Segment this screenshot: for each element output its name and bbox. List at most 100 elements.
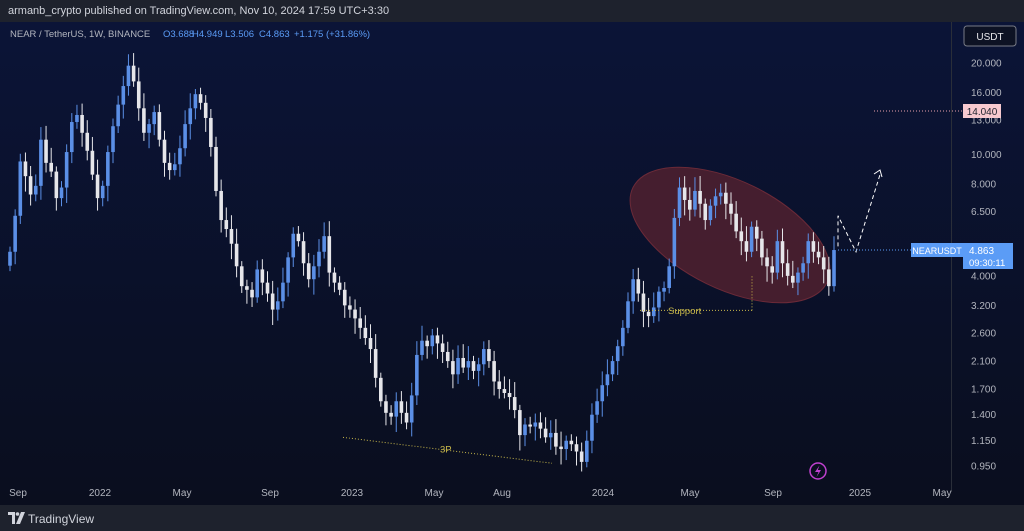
candle-body xyxy=(585,440,589,462)
candle-body xyxy=(322,236,326,252)
candle-body xyxy=(466,361,471,368)
candle-body xyxy=(389,412,393,417)
candle-body xyxy=(682,187,687,200)
currency-label: USDT xyxy=(976,32,1003,43)
candle-body xyxy=(80,114,84,133)
ohlc-open: O3.688 xyxy=(163,29,194,40)
candle-body xyxy=(471,361,476,371)
candle-body xyxy=(559,446,563,450)
tradingview-brand: TradingView xyxy=(28,512,95,526)
lightning-icon[interactable] xyxy=(809,462,827,480)
candle-body xyxy=(651,307,656,317)
candle-body xyxy=(744,241,749,252)
candle-body xyxy=(497,381,502,390)
ohlc-close: C4.863 xyxy=(259,29,290,40)
currency-button[interactable] xyxy=(963,25,1017,47)
candle-body xyxy=(18,161,23,216)
candle-body xyxy=(791,275,795,283)
candle-body xyxy=(49,162,53,172)
symbol-badge-label: NEARUSDT xyxy=(912,246,962,256)
candle-body xyxy=(590,414,594,441)
publisher-text: armanb_crypto published on TradingView.c… xyxy=(8,5,390,17)
x-tick-label: 2022 xyxy=(89,488,112,499)
y-tick-label: 10.000 xyxy=(971,150,1002,161)
x-tick-label: May xyxy=(425,488,444,499)
candle-body xyxy=(353,309,357,319)
candle-body xyxy=(435,335,440,344)
candle-body xyxy=(399,401,404,413)
y-tick-label: 1.700 xyxy=(971,385,996,396)
candle-body xyxy=(183,124,187,149)
ohlc-low: L3.506 xyxy=(225,29,254,40)
candle-body xyxy=(806,241,811,264)
candle-body xyxy=(451,361,455,375)
candle-body xyxy=(672,217,677,267)
candle-body xyxy=(693,190,697,210)
candle-body xyxy=(306,263,311,280)
candle-body xyxy=(224,220,229,230)
candle-body xyxy=(476,364,481,371)
candle-body xyxy=(23,161,28,177)
candle-body xyxy=(126,65,131,87)
candle-body xyxy=(301,241,306,264)
y-tick-label: 2.100 xyxy=(971,357,996,368)
candle-body xyxy=(152,112,156,125)
x-tick-label: Sep xyxy=(261,488,279,499)
candle-body xyxy=(13,215,17,252)
candle-body xyxy=(337,282,342,290)
candle-body xyxy=(775,241,780,273)
candle-body xyxy=(131,65,136,82)
publisher-bar: armanb_crypto published on TradingView.c… xyxy=(0,0,1024,22)
candle-body xyxy=(538,422,543,429)
candle-body xyxy=(713,196,718,206)
candle-body xyxy=(147,124,151,133)
candle-body xyxy=(59,187,64,199)
candle-body xyxy=(276,301,280,310)
candle-body xyxy=(85,132,90,151)
candle-body xyxy=(548,432,553,438)
candle-body xyxy=(312,266,316,280)
candle-body xyxy=(265,282,270,294)
x-tick-label: 2023 xyxy=(341,488,364,499)
candle-body xyxy=(286,257,290,283)
candle-body xyxy=(327,236,332,273)
candle-body xyxy=(574,444,579,452)
projection-path xyxy=(837,174,881,254)
candle-body xyxy=(44,139,48,163)
candle-body xyxy=(368,338,373,350)
y-tick-label: 16.000 xyxy=(971,88,1002,99)
x-tick-label: Sep xyxy=(764,488,782,499)
candle-body xyxy=(430,335,435,347)
target-price: 14.040 xyxy=(967,107,998,118)
candle-body xyxy=(39,139,43,186)
candle-body xyxy=(487,349,491,362)
candle-body xyxy=(770,266,774,273)
candle-body xyxy=(718,192,723,197)
y-tick-label: 4.000 xyxy=(971,271,996,282)
candle-body xyxy=(554,432,558,447)
candle-body xyxy=(801,263,805,273)
candle-body xyxy=(234,243,239,267)
candle-body xyxy=(569,440,574,445)
candle-body xyxy=(579,451,584,462)
candle-body xyxy=(219,190,223,221)
candle-body xyxy=(512,397,517,411)
x-tick-label: Aug xyxy=(493,488,511,499)
candle-body xyxy=(33,185,38,195)
candle-body xyxy=(373,349,378,378)
candle-body xyxy=(564,440,568,450)
candle-body xyxy=(203,102,208,118)
price-chart[interactable]: Support 3P NEAR / TetherUS, 1W, BINANCE O… xyxy=(0,22,1024,505)
pattern-label: 3P xyxy=(440,445,452,456)
candle-body xyxy=(533,422,538,427)
candle-body xyxy=(136,81,141,109)
candle-body xyxy=(502,389,507,393)
y-tick-label: 20.000 xyxy=(971,59,1002,70)
x-tick-label: May xyxy=(681,488,700,499)
candle-body xyxy=(780,241,785,264)
candle-body xyxy=(394,401,399,417)
candle-body xyxy=(698,190,702,204)
candle-body xyxy=(95,174,100,199)
candle-body xyxy=(785,263,790,276)
candle-body xyxy=(209,117,213,147)
